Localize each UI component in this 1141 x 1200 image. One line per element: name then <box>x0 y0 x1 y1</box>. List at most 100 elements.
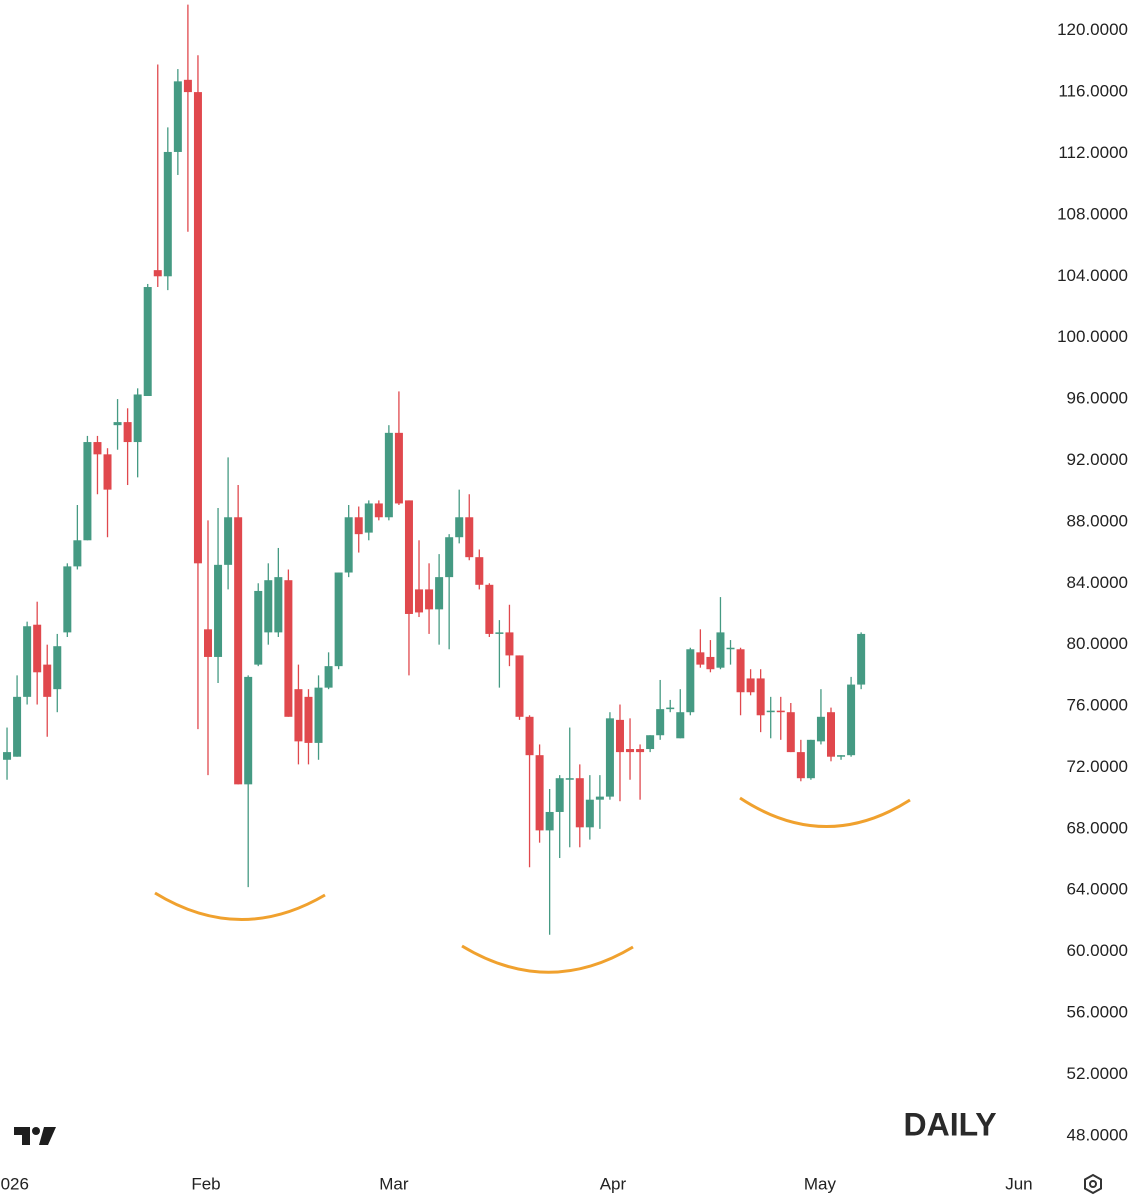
candle-body <box>465 517 474 558</box>
candle-body <box>495 632 504 634</box>
candle-body <box>565 778 574 780</box>
y-tick-label: 80.0000 <box>1067 634 1128 653</box>
candle-body <box>133 394 142 443</box>
candle-body <box>244 676 253 785</box>
y-tick-label: 72.0000 <box>1067 757 1128 776</box>
candle-body <box>3 752 12 760</box>
candle-body <box>766 710 775 713</box>
candle-body <box>585 799 594 828</box>
y-tick-label: 92.0000 <box>1067 450 1128 469</box>
candle-body <box>837 755 846 757</box>
candle-body <box>13 696 22 757</box>
candle-body <box>103 454 112 490</box>
candle-body <box>264 580 273 633</box>
candle-body <box>234 517 243 785</box>
candle-body <box>575 778 584 828</box>
settings-button[interactable] <box>1084 1173 1102 1195</box>
candle-body <box>686 649 695 713</box>
candle-body <box>826 712 835 757</box>
candle-body <box>636 749 645 753</box>
candle-body <box>43 664 52 697</box>
candle-body <box>676 712 685 739</box>
candle-body <box>183 79 192 93</box>
candle-body <box>344 517 353 573</box>
candle-body <box>63 566 72 633</box>
y-tick-label: 120.0000 <box>1057 20 1128 39</box>
y-tick-label: 116.0000 <box>1058 82 1128 101</box>
y-tick-label: 112.0000 <box>1058 143 1128 162</box>
candle-body <box>776 710 785 713</box>
timeframe-label: DAILY <box>903 1106 996 1142</box>
candle-body <box>455 517 464 538</box>
candle-body <box>93 442 102 455</box>
candle-body <box>314 687 323 743</box>
candle-body <box>304 696 313 743</box>
candle-body <box>163 151 172 277</box>
candle-body <box>274 577 283 633</box>
candle-body <box>706 656 715 670</box>
candle-body <box>214 564 223 657</box>
y-tick-label: 56.0000 <box>1067 1003 1128 1022</box>
candle-body <box>425 589 434 610</box>
candle-body <box>153 270 162 277</box>
annotation-arc <box>739 796 911 828</box>
y-tick-label: 104.0000 <box>1057 266 1128 285</box>
candle-body <box>475 557 484 585</box>
candle-body <box>515 655 524 717</box>
candle-body <box>816 716 825 742</box>
candle-body <box>505 632 514 656</box>
candle-body <box>364 503 373 533</box>
candle-body <box>736 649 745 693</box>
candle-body <box>545 811 554 831</box>
candle-body <box>756 678 765 716</box>
candle-body <box>23 626 32 697</box>
candle-body <box>143 287 152 397</box>
y-tick-label: 100.0000 <box>1057 327 1128 346</box>
candle-body <box>254 590 263 665</box>
candle-body <box>394 432 403 504</box>
candle-body <box>615 719 624 753</box>
candle-body <box>485 584 494 634</box>
candle-body <box>284 580 293 717</box>
candle-body <box>53 646 62 690</box>
y-tick-label: 84.0000 <box>1067 573 1128 592</box>
candle-body <box>525 716 534 756</box>
y-tick-label: 68.0000 <box>1067 818 1128 837</box>
candle-body <box>224 517 233 565</box>
candle-body <box>374 503 383 518</box>
candle-body <box>113 422 122 426</box>
candle-body <box>204 629 212 657</box>
candle-body <box>786 712 795 753</box>
candle-body <box>324 666 333 688</box>
candle-body <box>173 81 182 152</box>
candle-body <box>445 537 454 578</box>
annotation-arc <box>461 944 634 974</box>
x-tick-label: Feb <box>191 1174 220 1193</box>
candle-body <box>806 739 815 779</box>
candle-body <box>535 755 544 831</box>
candle-body <box>404 500 413 614</box>
x-tick-label: 2026 <box>0 1174 29 1193</box>
y-tick-label: 60.0000 <box>1067 941 1128 960</box>
y-tick-label: 88.0000 <box>1067 511 1128 530</box>
candle-body <box>73 540 82 567</box>
candle-body <box>857 633 866 685</box>
logo[interactable] <box>14 1127 56 1145</box>
candle-body <box>123 422 132 443</box>
candle-body <box>656 709 665 736</box>
candle-body <box>847 684 856 756</box>
candle-body <box>83 442 92 541</box>
x-tick-label: Mar <box>379 1174 409 1193</box>
y-tick-label: 108.0000 <box>1057 204 1128 223</box>
x-tick-label: May <box>804 1174 837 1193</box>
candle-body <box>696 652 705 665</box>
candle-body <box>294 689 303 742</box>
candle-body <box>746 678 755 693</box>
candle-body <box>555 778 564 812</box>
candle-body <box>435 577 444 610</box>
candle-body <box>796 752 805 779</box>
annotation-arc <box>154 891 326 921</box>
x-tick-label: Jun <box>1005 1174 1032 1193</box>
